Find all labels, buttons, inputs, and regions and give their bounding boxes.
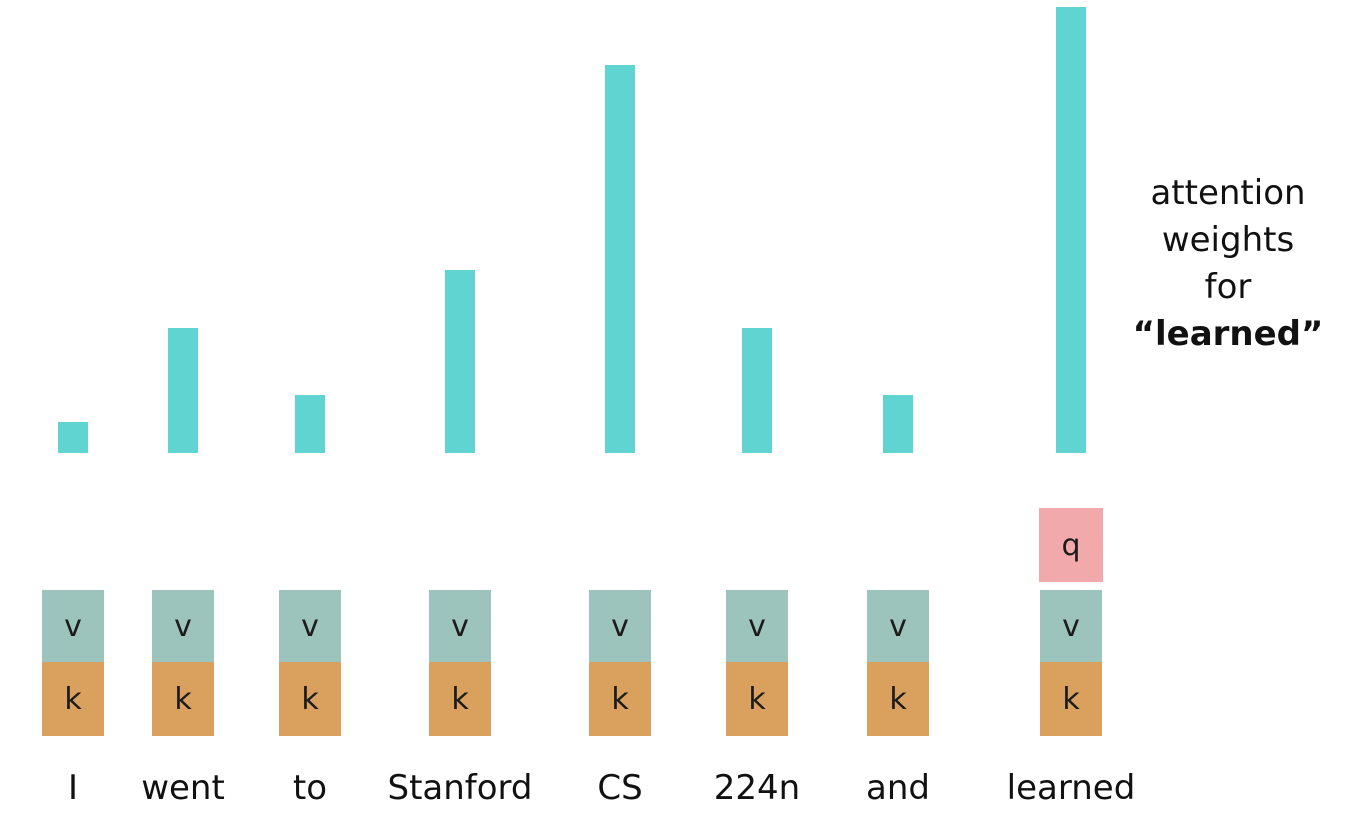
value-box-stanford: v	[429, 590, 491, 662]
token-label-went: went	[141, 768, 225, 808]
attention-bar-224n	[742, 328, 772, 453]
token-label-cs: CS	[597, 768, 643, 808]
attention-bar-stanford	[445, 270, 475, 453]
key-box-stanford: k	[429, 662, 491, 736]
key-box-and: k	[867, 662, 929, 736]
key-box-i: k	[42, 662, 104, 736]
attention-bar-i	[58, 421, 88, 453]
attention-bar-and	[883, 395, 913, 453]
legend-line-attention: attention	[1150, 173, 1306, 213]
value-box-i: v	[42, 590, 104, 662]
value-box-and: v	[867, 590, 929, 662]
token-label-and: and	[866, 768, 930, 808]
value-box-to: v	[279, 590, 341, 662]
legend-line-for: for	[1204, 267, 1252, 307]
attention-bar-went	[168, 328, 198, 453]
attention-bar-learned	[1056, 7, 1086, 453]
token-label-224n: 224n	[713, 768, 801, 808]
token-label-to: to	[292, 768, 328, 808]
key-box-cs: k	[589, 662, 651, 736]
key-box-224n: k	[726, 662, 788, 736]
key-box-to: k	[279, 662, 341, 736]
value-box-cs: v	[589, 590, 651, 662]
legend-line-weights: weights	[1161, 220, 1295, 260]
attention-bar-to	[295, 395, 325, 453]
token-label-i: I	[67, 768, 79, 808]
token-label-stanford: Stanford	[387, 768, 533, 808]
legend-line-query-word: “learned”	[1132, 314, 1324, 354]
value-box-went: v	[152, 590, 214, 662]
query-box-learned: q	[1039, 508, 1103, 582]
key-box-went: k	[152, 662, 214, 736]
token-label-learned: learned	[1006, 768, 1136, 808]
attention-bar-cs	[605, 64, 635, 453]
key-box-learned: k	[1040, 662, 1102, 736]
legend: attention weights for “learned”	[1128, 170, 1328, 358]
value-box-learned: v	[1040, 590, 1102, 662]
value-box-224n: v	[726, 590, 788, 662]
